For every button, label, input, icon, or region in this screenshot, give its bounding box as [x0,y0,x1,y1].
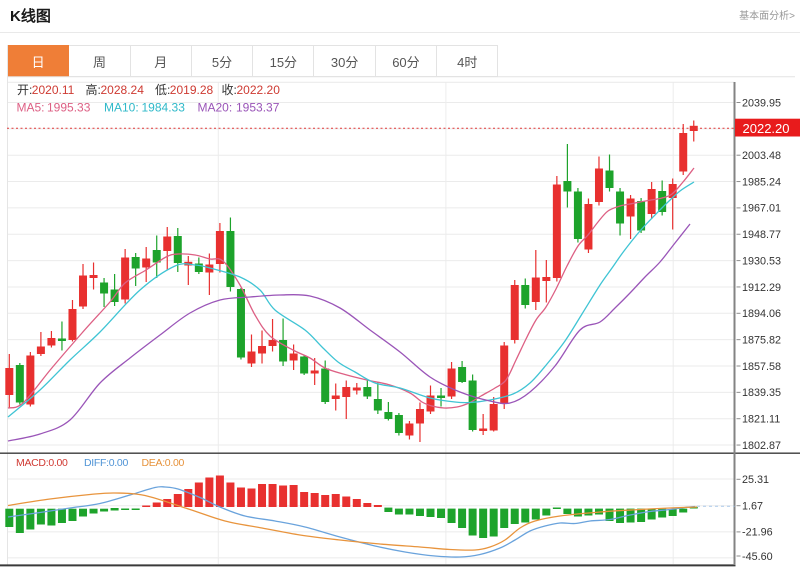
svg-text:1985.24: 1985.24 [742,176,781,188]
svg-text:2003.48: 2003.48 [742,150,781,162]
svg-text:2022.20: 2022.20 [743,121,790,136]
svg-text:收:: 收: [222,83,237,97]
svg-text:2028.24: 2028.24 [101,83,145,97]
svg-text:2019.28: 2019.28 [170,83,214,97]
svg-text:2020.11: 2020.11 [32,83,75,97]
svg-text:25.31: 25.31 [742,474,769,486]
svg-text:1839.35: 1839.35 [742,387,781,399]
svg-text:1802.87: 1802.87 [742,440,781,452]
svg-text:1821.11: 1821.11 [742,414,780,426]
svg-text:高:: 高: [86,82,101,97]
svg-text:MA5:: MA5: [17,101,45,115]
svg-text:1894.06: 1894.06 [742,308,781,320]
svg-text:MA10:: MA10: [104,101,139,115]
svg-text:DIFF:0.00: DIFF:0.00 [84,457,128,469]
svg-text:1953.37: 1953.37 [236,101,280,115]
svg-text:1.67: 1.67 [742,501,763,513]
svg-text:1875.82: 1875.82 [742,334,781,346]
svg-text:-45.60: -45.60 [742,551,773,563]
svg-text:低:: 低: [155,83,170,97]
svg-text:1930.53: 1930.53 [742,255,781,267]
svg-text:2022.20: 2022.20 [237,83,281,97]
svg-text:1912.29: 1912.29 [742,282,781,294]
svg-text:1967.01: 1967.01 [742,203,781,215]
svg-text:2039.95: 2039.95 [742,97,781,109]
svg-text:MA20:: MA20: [198,101,233,115]
svg-text:MACD:0.00: MACD:0.00 [16,457,68,469]
svg-text:1995.33: 1995.33 [47,101,91,115]
svg-text:1857.58: 1857.58 [742,361,781,373]
svg-text:开:: 开: [17,83,32,97]
svg-text:1948.77: 1948.77 [742,229,781,241]
svg-text:DEA:0.00: DEA:0.00 [142,457,185,469]
svg-text:-21.96: -21.96 [742,527,773,539]
svg-text:1984.33: 1984.33 [142,101,186,115]
